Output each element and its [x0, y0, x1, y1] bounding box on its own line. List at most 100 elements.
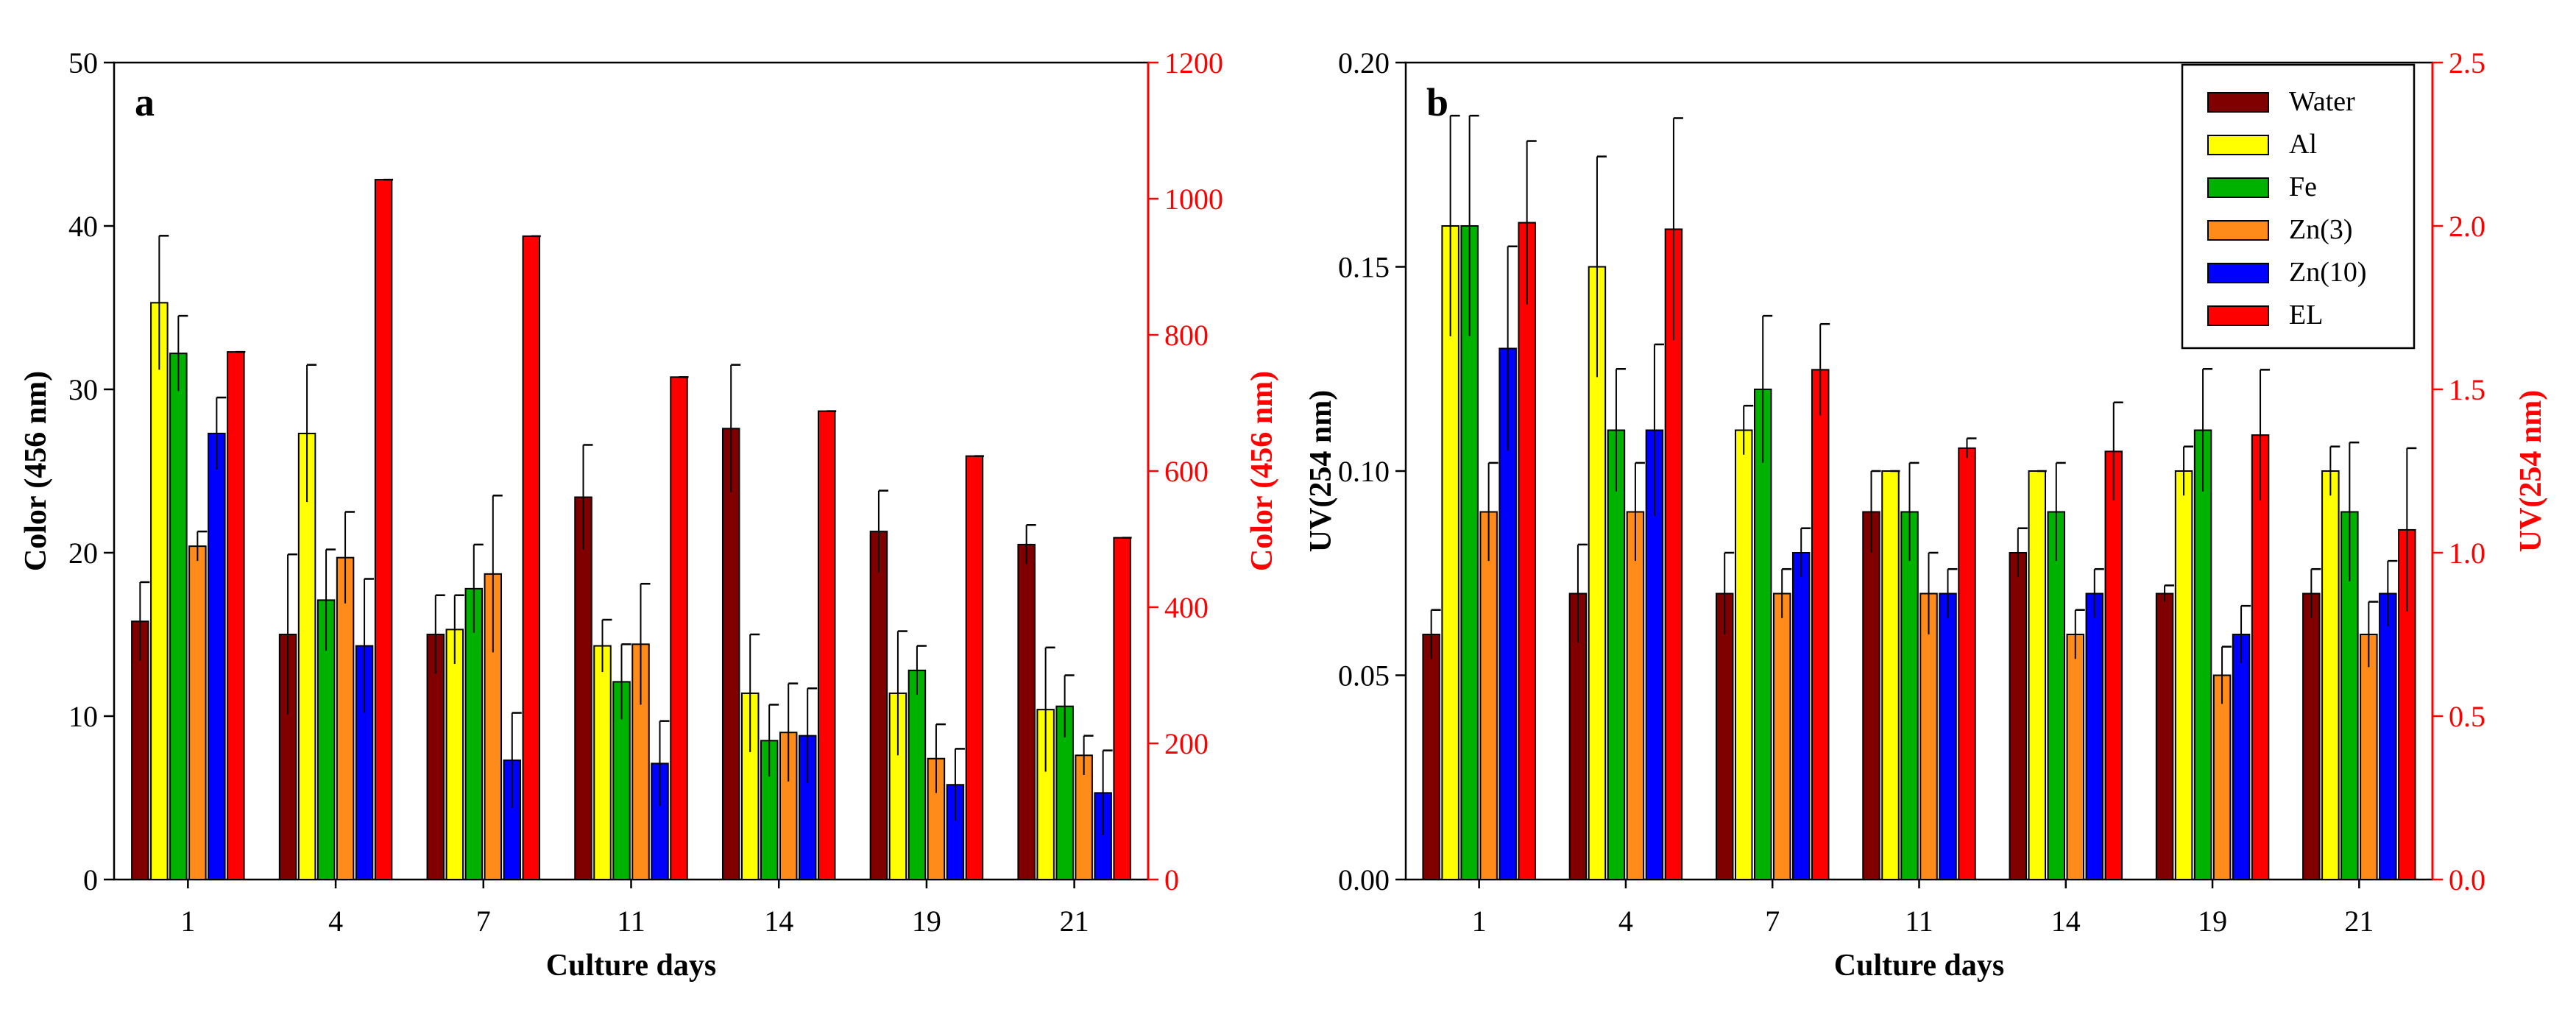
- legend-swatch-fe: [2207, 177, 2269, 198]
- plot-frame: [113, 61, 1150, 881]
- right-tick-label: 1000: [1164, 183, 1223, 216]
- bar-el: [227, 351, 245, 880]
- left-tick-label: 0.00: [1338, 863, 1390, 896]
- legend-label: EL: [2289, 300, 2323, 330]
- bar-fe: [907, 669, 927, 881]
- x-tick-label: 19: [912, 905, 941, 938]
- x-tick-label: 21: [2344, 905, 2374, 938]
- bar-water: [1017, 543, 1036, 881]
- x-tick-label: 11: [617, 905, 645, 938]
- legend-swatch-zn10: [2207, 263, 2269, 283]
- right-tick-label: 400: [1164, 591, 1209, 624]
- right-tick-label: 0: [1164, 863, 1179, 896]
- right-tick-label: 2.5: [2449, 46, 2485, 79]
- bar-al: [150, 302, 169, 880]
- bar-water: [574, 496, 592, 880]
- x-tick-label: 19: [2198, 905, 2227, 938]
- right-tick-label: 200: [1164, 727, 1209, 760]
- legend-label: Water: [2289, 86, 2355, 117]
- bar-water: [721, 428, 740, 880]
- right-tick-label: 600: [1164, 455, 1209, 488]
- left-y-axis-title: Color (456 nm): [19, 371, 53, 571]
- x-tick-label: 7: [476, 905, 491, 938]
- bar-zn3: [2360, 634, 2378, 880]
- bar-water: [869, 531, 888, 880]
- left-tick-label: 20: [68, 537, 98, 570]
- left-tick-label: 0.15: [1338, 251, 1390, 284]
- x-tick-label: 21: [1060, 905, 1089, 938]
- bar-al: [1734, 429, 1753, 880]
- right-tick-label: 1.0: [2449, 537, 2485, 570]
- left-tick-label: 50: [68, 46, 98, 79]
- x-tick-label: 11: [1905, 905, 1933, 938]
- bar-zn3: [188, 545, 207, 880]
- bar-water: [2302, 592, 2321, 880]
- bar-water: [1862, 511, 1880, 880]
- right-tick-label: 1200: [1164, 46, 1223, 79]
- legend-swatch-zn3: [2207, 220, 2269, 241]
- x-tick-label: 7: [1765, 905, 1780, 938]
- x-tick-label: 14: [764, 905, 793, 938]
- x-axis-title: Culture days: [1834, 949, 2004, 983]
- right-tick-label: 0.0: [2449, 863, 2485, 896]
- bar-el: [2251, 434, 2270, 880]
- bar-water: [1422, 634, 1440, 880]
- left-tick-label: 40: [68, 210, 98, 243]
- x-tick-label: 4: [1618, 905, 1633, 938]
- legend-label: Fe: [2289, 171, 2317, 202]
- bar-zn3: [2212, 674, 2232, 880]
- legend-label: Zn(10): [2289, 257, 2367, 288]
- x-tick-label: 14: [2051, 905, 2081, 938]
- bar-zn3: [1626, 511, 1645, 880]
- x-tick-label: 1: [1472, 905, 1487, 938]
- bar-el: [374, 179, 393, 881]
- right-y-axis-title: Color (456 nm): [1245, 371, 1279, 571]
- bar-zn10: [1791, 552, 1811, 880]
- x-axis-title: Culture days: [546, 949, 716, 983]
- right-tick-label: 800: [1164, 319, 1209, 352]
- bar-al: [445, 629, 464, 881]
- bar-zn3: [2066, 634, 2085, 880]
- bar-zn10: [1939, 592, 1957, 880]
- bar-el: [817, 410, 836, 880]
- right-tick-label: 0.5: [2449, 700, 2485, 733]
- bar-fe: [1607, 429, 1626, 880]
- bar-fe: [2193, 429, 2212, 880]
- bar-water: [2009, 552, 2028, 880]
- panel-label: a: [135, 80, 155, 124]
- x-tick-label: 4: [328, 905, 343, 938]
- left-y-axis-title: UV(254 nm): [1304, 390, 1338, 552]
- legend-label: Zn(3): [2289, 214, 2353, 245]
- bar-zn10: [208, 432, 226, 880]
- bar-el: [1958, 447, 1976, 880]
- bar-el: [2104, 450, 2123, 880]
- legend: Water Al Fe Zn(3) Zn(10) EL: [2181, 63, 2416, 350]
- bar-fe: [169, 353, 188, 881]
- right-y-axis-title: UV(254 nm): [2514, 390, 2548, 552]
- legend-label: Al: [2289, 129, 2317, 160]
- bar-el: [1811, 369, 1830, 880]
- bar-water: [2155, 592, 2174, 880]
- bar-al: [593, 645, 612, 880]
- panel-label: b: [1426, 80, 1448, 124]
- x-tick-label: 1: [180, 905, 195, 938]
- left-tick-label: 0.10: [1338, 455, 1390, 488]
- bar-al: [1881, 470, 1900, 880]
- bar-zn3: [336, 556, 355, 880]
- bar-zn10: [2379, 592, 2397, 880]
- bar-el: [522, 235, 541, 880]
- bar-al: [2321, 470, 2340, 880]
- bar-zn3: [1919, 592, 1938, 880]
- bar-water: [1715, 592, 1734, 880]
- bar-fe: [1900, 511, 1919, 880]
- left-tick-label: 0: [83, 863, 98, 896]
- bar-el: [1113, 537, 1131, 881]
- bar-zn10: [2085, 592, 2104, 880]
- bar-zn10: [2232, 634, 2251, 880]
- legend-swatch-al: [2207, 135, 2269, 155]
- bar-al: [2028, 470, 2047, 880]
- legend-swatch-water: [2207, 92, 2269, 113]
- left-tick-label: 30: [68, 373, 98, 406]
